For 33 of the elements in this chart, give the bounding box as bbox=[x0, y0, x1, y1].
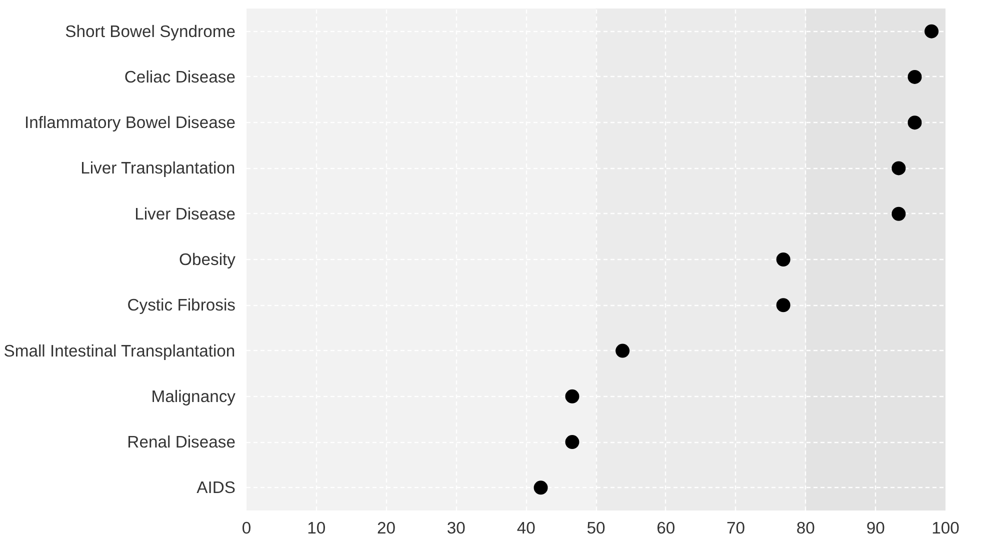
point bbox=[892, 161, 906, 176]
x-tick-label: 60 bbox=[656, 518, 676, 538]
point bbox=[908, 70, 922, 84]
x-tick-label: 70 bbox=[726, 518, 746, 538]
y-tick-label: Short Bowel Syndrome bbox=[65, 22, 236, 41]
x-tick-label: 100 bbox=[932, 518, 960, 538]
point bbox=[565, 389, 580, 404]
y-tick-label: Small Intestinal Transplantation bbox=[4, 341, 236, 360]
point bbox=[908, 116, 922, 130]
y-tick-label: Liver Disease bbox=[134, 204, 236, 224]
y-tick-label: Liver Transplantation bbox=[80, 158, 236, 178]
point bbox=[892, 206, 906, 221]
point bbox=[616, 344, 630, 358]
point bbox=[565, 435, 580, 450]
point bbox=[924, 24, 939, 38]
y-tick-label: Obesity bbox=[179, 250, 236, 269]
point bbox=[776, 298, 790, 312]
x-tick-label: 90 bbox=[866, 518, 885, 538]
x-tick-label: 80 bbox=[796, 518, 815, 538]
y-tick-label: Celiac Disease bbox=[124, 67, 236, 86]
x-tick-label: 30 bbox=[446, 518, 466, 538]
y-tick-label: Renal Disease bbox=[127, 432, 236, 452]
x-tick-label: 10 bbox=[307, 518, 326, 538]
x-tick-label: 20 bbox=[377, 518, 396, 538]
y-tick-label: Inflammatory Bowel Disease bbox=[24, 113, 236, 132]
point bbox=[534, 480, 548, 495]
point bbox=[776, 252, 790, 266]
x-tick-label: 40 bbox=[516, 518, 536, 538]
x-tick-label: 50 bbox=[586, 518, 606, 538]
y-tick-label: Cystic Fibrosis bbox=[127, 296, 236, 315]
y-tick-label: AIDS bbox=[196, 478, 236, 498]
x-tick-label: 0 bbox=[242, 518, 252, 538]
y-tick-label: Malignancy bbox=[151, 386, 236, 406]
